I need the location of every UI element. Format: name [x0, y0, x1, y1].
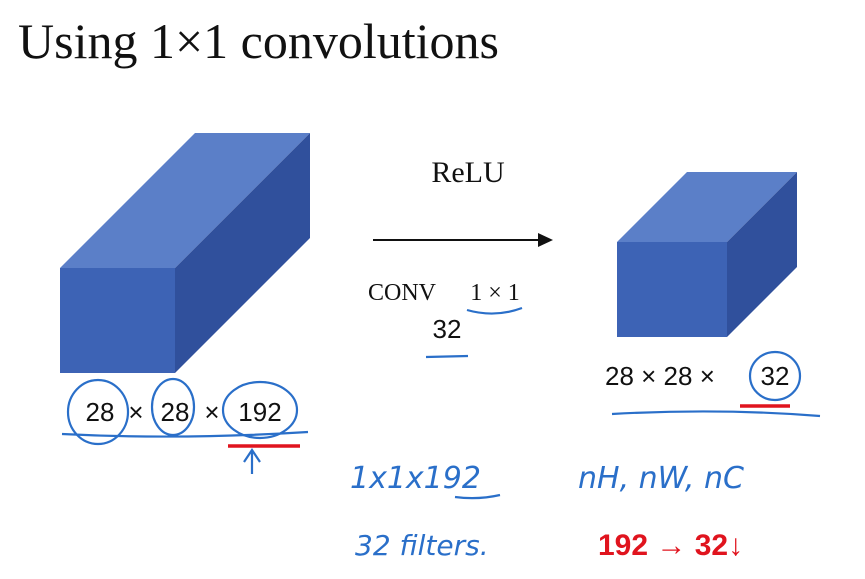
- output-volume: [617, 172, 797, 337]
- title: Using 1×1 convolutions: [18, 13, 499, 69]
- input-dim: 28: [86, 397, 115, 427]
- output-dims: 28 × 28 ×: [605, 361, 715, 391]
- cube-front: [60, 268, 175, 373]
- note: 32 filters.: [355, 529, 489, 562]
- cube-side: [727, 172, 797, 337]
- cube-top: [617, 172, 797, 242]
- arrow-head: [538, 233, 553, 247]
- input-dim: 192: [238, 397, 281, 427]
- input-volume: [60, 133, 310, 373]
- note: nH, nW, nC: [578, 461, 744, 496]
- activation: ReLU: [431, 156, 505, 189]
- times: ×: [204, 397, 219, 427]
- filter-count: 32: [433, 314, 462, 344]
- handwriting: [61, 306, 821, 500]
- note: 192 → 32↓: [598, 529, 743, 562]
- note: 1x1x192: [350, 461, 481, 496]
- cube-side: [175, 133, 310, 373]
- times: ×: [128, 397, 143, 427]
- filter-size: 1 × 1: [470, 280, 520, 306]
- layer: CONV: [368, 280, 437, 306]
- cube-top: [60, 133, 310, 268]
- output-channels: 32: [761, 361, 790, 391]
- input-dim: 28: [161, 397, 190, 427]
- cube-front: [617, 242, 727, 337]
